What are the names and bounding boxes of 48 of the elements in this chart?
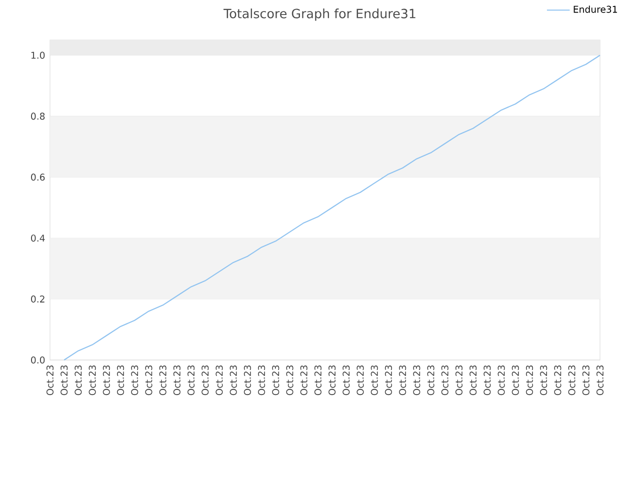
x-tick-label: Oct.23 <box>102 365 110 396</box>
x-tick-label: Oct.23 <box>258 365 266 396</box>
x-tick-label: Oct.23 <box>131 365 138 396</box>
x-tick-label: Oct.23 <box>370 365 378 396</box>
y-tick-label: 0.2 <box>31 296 44 303</box>
x-tick-label: Oct.23 <box>413 365 420 396</box>
x-tick-label: Oct.23 <box>526 365 534 396</box>
x-tick-label: Oct.23 <box>159 365 166 396</box>
x-tick-label: Oct.23 <box>216 365 223 396</box>
x-tick-label: Oct.23 <box>540 365 548 396</box>
x-tick-label: Oct.23 <box>470 365 477 396</box>
x-tick-label: Oct.23 <box>300 365 308 396</box>
chart-title: Totalscore Graph for Endure31 <box>224 8 416 21</box>
x-tick-label: Oct.23 <box>328 365 336 396</box>
x-tick-label: Oct.23 <box>286 365 294 396</box>
y-tick-label: 0.4 <box>31 234 45 242</box>
x-tick-label: Oct.23 <box>314 365 322 396</box>
x-tick-label: Oct.23 <box>455 365 462 396</box>
x-tick-label: Oct.23 <box>342 365 350 396</box>
x-tick-label: Oct.23 <box>88 365 96 396</box>
x-tick-label: Oct.23 <box>554 365 562 396</box>
x-tick-label: Oct.23 <box>356 365 364 396</box>
x-tick-label: Oct.23 <box>202 365 209 396</box>
x-tick-label: Oct.23 <box>145 365 152 396</box>
x-tick-label: Oct.23 <box>441 365 448 396</box>
x-tick-label: Oct.23 <box>568 365 576 396</box>
x-tick-label: Oct.23 <box>484 365 491 396</box>
legend-label: Endure31 <box>574 6 617 13</box>
x-tick-label: Oct.23 <box>116 365 124 396</box>
x-tick-label: Oct.23 <box>498 365 505 396</box>
x-tick-label: Oct.23 <box>399 365 406 396</box>
y-tick-label: 1.0 <box>31 52 45 59</box>
x-tick-label: Oct.23 <box>582 365 590 396</box>
x-tick-label: Oct.23 <box>384 365 392 396</box>
y-tick-label: 0.0 <box>31 356 45 364</box>
x-tick-label: Oct.23 <box>230 365 237 396</box>
x-tick-label: Oct.23 <box>46 365 54 396</box>
x-tick-label: Oct.23 <box>173 365 180 396</box>
x-tick-label: Oct.23 <box>188 365 195 396</box>
x-tick-label: Oct.23 <box>596 365 604 396</box>
x-tick-label: Oct.23 <box>74 365 82 396</box>
x-tick-label: Oct.23 <box>272 365 280 396</box>
y-tick-label: 0.8 <box>31 112 45 120</box>
x-tick-label: Oct.23 <box>60 365 68 396</box>
y-tick-label: 0.6 <box>31 174 45 181</box>
x-tick-label: Oct.23 <box>244 365 251 396</box>
x-tick-label: Oct.23 <box>512 365 519 396</box>
x-tick-label: Oct.23 <box>427 365 434 396</box>
